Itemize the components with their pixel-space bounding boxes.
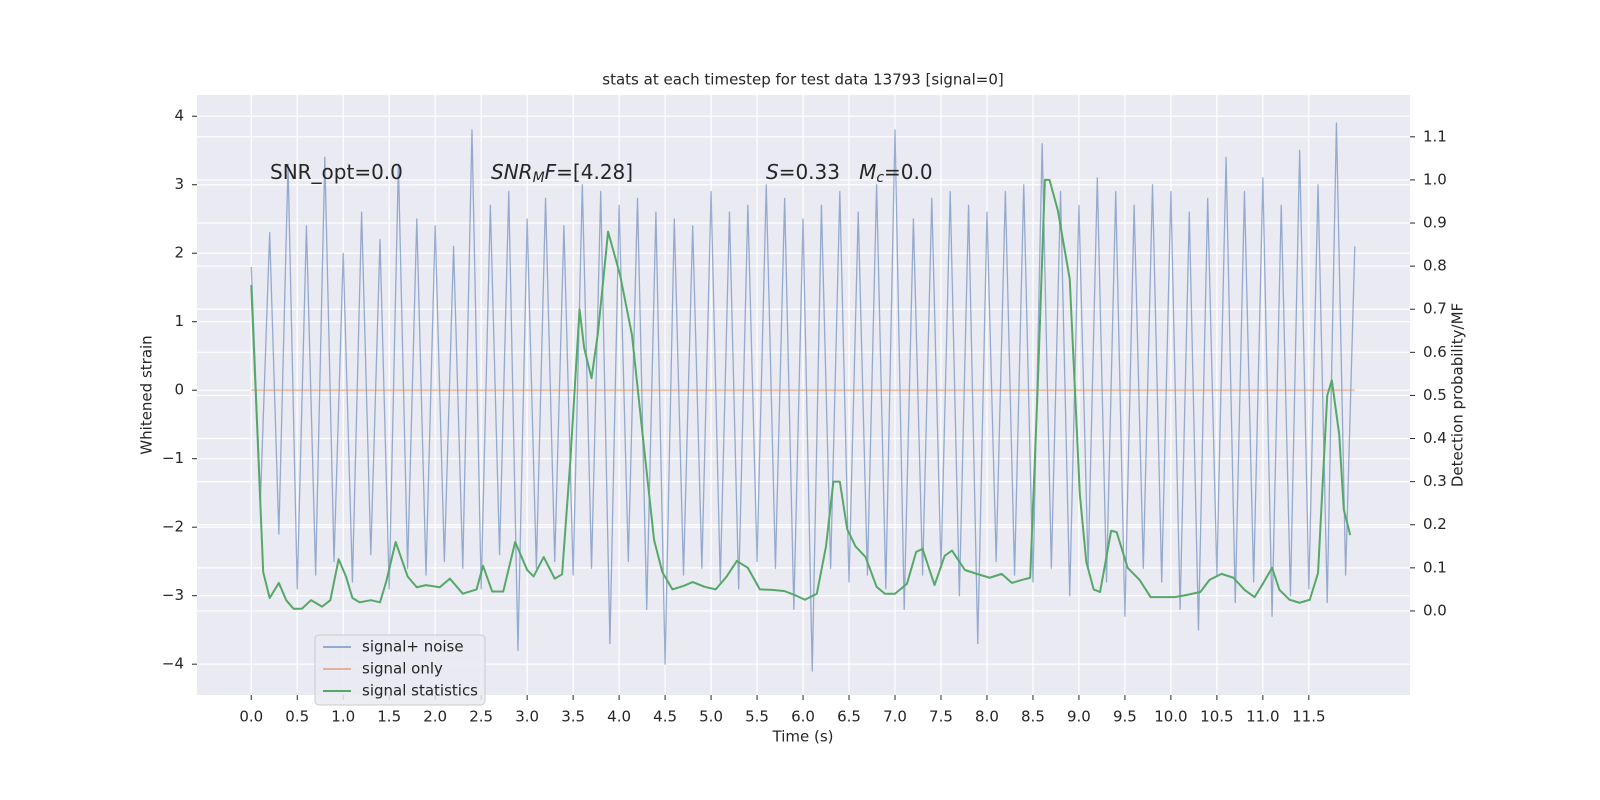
annotation-part: M xyxy=(533,170,545,186)
x-axis-label: Time (s) xyxy=(772,728,834,746)
x-tick-label: 10.5 xyxy=(1200,708,1233,726)
annotation-part: =[4.28] xyxy=(556,160,633,184)
y2-tick-label: 0.8 xyxy=(1423,257,1447,275)
x-tick-label: 10.0 xyxy=(1154,708,1187,726)
y2-tick-label: 0.6 xyxy=(1423,343,1447,361)
y-tick-label: −1 xyxy=(162,449,184,467)
x-tick-label: 6.0 xyxy=(791,708,815,726)
y2-tick-label: 1.0 xyxy=(1423,170,1447,188)
series-line xyxy=(250,178,1352,610)
y2-tick-label: 0.1 xyxy=(1423,558,1447,576)
y-tick-label: −3 xyxy=(162,586,184,604)
chart-title: stats at each timestep for test data 137… xyxy=(602,71,1003,89)
annotation: SNRMF=[4.28] xyxy=(491,160,633,187)
y2-axis-label: Detection probability/MF xyxy=(1449,303,1467,487)
annotation-part: M xyxy=(859,160,876,184)
y-tick-label: −2 xyxy=(162,518,184,536)
annotation-part: c xyxy=(876,170,884,186)
y2-tick-label: 0.7 xyxy=(1423,300,1447,318)
x-tick-label: 2.0 xyxy=(423,708,447,726)
x-tick-label: 11.0 xyxy=(1246,708,1279,726)
x-tick-label: 3.5 xyxy=(561,708,585,726)
x-tick-label: 5.0 xyxy=(699,708,723,726)
y-tick-label: 2 xyxy=(174,244,184,262)
annotation-part: S xyxy=(766,160,779,184)
y2-tick-label: 0.9 xyxy=(1423,214,1447,232)
y-tick-label: 3 xyxy=(174,175,184,193)
y2-tick-label: 0.2 xyxy=(1423,515,1447,533)
annotation-part: F xyxy=(545,160,557,184)
series-line xyxy=(250,122,1356,672)
annotation: SNR_opt=0.0 xyxy=(270,160,403,184)
legend: signal+ noise signal only signal statistic… xyxy=(314,634,486,706)
x-tick-label: 7.0 xyxy=(883,708,907,726)
x-tick-label: 1.0 xyxy=(331,708,355,726)
y2-tick-label: 0.3 xyxy=(1423,472,1447,490)
legend-label: signal+ noise xyxy=(362,638,464,656)
x-tick-label: 9.0 xyxy=(1067,708,1091,726)
y-tick-label: 0 xyxy=(174,381,184,399)
annotation-part: SNR xyxy=(491,160,533,184)
x-tick-label: 1.5 xyxy=(377,708,401,726)
y-tick-label: 4 xyxy=(174,107,184,125)
x-tick-label: 5.5 xyxy=(745,708,769,726)
x-tick-label: 0.5 xyxy=(285,708,309,726)
x-tick-label: 9.5 xyxy=(1113,708,1137,726)
legend-label: signal statistics xyxy=(362,682,478,700)
x-tick-label: 6.5 xyxy=(837,708,861,726)
annotation-part: SNR_opt=0.0 xyxy=(270,160,403,184)
x-tick-label: 0.0 xyxy=(239,708,263,726)
annotation: S=0.33 Mc=0.0 xyxy=(766,160,933,187)
annotation-part: =0.0 xyxy=(884,160,933,184)
legend-box xyxy=(314,634,486,706)
x-tick-label: 8.0 xyxy=(975,708,999,726)
y2-tick-label: 0.4 xyxy=(1423,429,1447,447)
x-tick-label: 4.0 xyxy=(607,708,631,726)
labels: 0.0 0.5 1.0 1.5 2.0 2.5 3.0 3.5 4.0 4.5 5.0 5.5 6.0 6… xyxy=(162,107,1447,726)
x-tick-label: 8.5 xyxy=(1021,708,1045,726)
x-tick-label: 3.0 xyxy=(515,708,539,726)
marks xyxy=(250,122,1356,672)
x-tick-label: 2.5 xyxy=(469,708,493,726)
legend-label: signal only xyxy=(362,660,443,678)
x-tick-label: 7.5 xyxy=(929,708,953,726)
y-tick-label: −4 xyxy=(162,655,184,673)
x-tick-label: 11.5 xyxy=(1292,708,1325,726)
y2-tick-label: 0.5 xyxy=(1423,386,1447,404)
annotation-part: =0.33 xyxy=(779,160,859,184)
y-tick-label: 1 xyxy=(174,312,184,330)
y2-tick-label: 1.1 xyxy=(1423,127,1447,145)
x-tick-label: 4.5 xyxy=(653,708,677,726)
y-axis-label: Whitened strain xyxy=(138,335,156,454)
y2-tick-label: 0.0 xyxy=(1423,601,1447,619)
